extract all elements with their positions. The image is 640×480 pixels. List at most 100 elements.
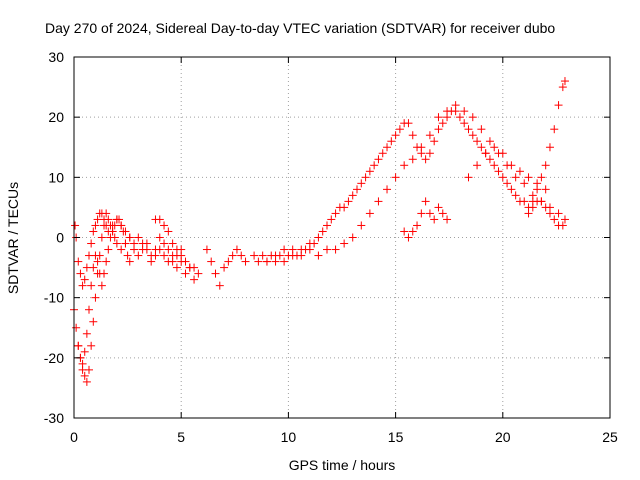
data-point	[80, 371, 89, 380]
data-point	[85, 365, 94, 374]
chart-title: Day 270 of 2024, Sidereal Day-to-day VTE…	[45, 20, 555, 36]
data-point	[91, 251, 100, 260]
data-point	[121, 239, 130, 248]
data-point	[89, 263, 98, 272]
data-point	[374, 155, 383, 164]
data-point	[125, 233, 134, 242]
data-point	[361, 173, 370, 182]
data-point	[421, 197, 430, 206]
data-point	[408, 131, 417, 140]
data-point	[262, 257, 271, 266]
data-point	[168, 239, 177, 248]
data-point	[464, 173, 473, 182]
data-point	[498, 173, 507, 182]
data-point	[104, 245, 113, 254]
data-point	[207, 257, 216, 266]
data-point	[391, 131, 400, 140]
data-point	[130, 239, 139, 248]
data-point	[102, 257, 111, 266]
data-point	[87, 239, 96, 248]
data-point	[365, 209, 374, 218]
data-point	[258, 251, 267, 260]
data-point	[172, 245, 181, 254]
data-point	[545, 143, 554, 152]
data-point	[224, 257, 233, 266]
data-point	[533, 185, 542, 194]
data-point	[383, 143, 392, 152]
data-point	[318, 227, 327, 236]
data-point	[288, 251, 297, 260]
data-point	[473, 137, 482, 146]
x-tick-label: 10	[281, 429, 297, 445]
axis-ticks: 0 5 10 15 20 25 -30 -20 -10 0 10 20 30	[44, 49, 618, 445]
data-point	[365, 167, 374, 176]
data-point	[297, 251, 306, 260]
data-point	[202, 245, 211, 254]
data-point	[138, 245, 147, 254]
data-point	[550, 125, 559, 134]
data-point	[97, 281, 106, 290]
data-point	[545, 203, 554, 212]
data-point	[434, 113, 443, 122]
data-point	[271, 251, 280, 260]
data-point	[142, 239, 151, 248]
data-point	[550, 215, 559, 224]
data-point	[115, 215, 124, 224]
data-point	[123, 251, 132, 260]
data-point	[112, 239, 121, 248]
data-point	[78, 359, 87, 368]
data-point	[425, 149, 434, 158]
data-point	[97, 233, 106, 242]
data-point	[194, 269, 203, 278]
data-point	[85, 305, 94, 314]
data-point	[395, 125, 404, 134]
grid-lines	[74, 57, 610, 418]
data-point	[558, 221, 567, 230]
data-point	[515, 167, 524, 176]
data-point	[485, 137, 494, 146]
data-point	[560, 215, 569, 224]
data-point	[558, 83, 567, 92]
data-point	[117, 221, 126, 230]
data-point	[91, 221, 100, 230]
data-point	[168, 257, 177, 266]
data-point	[327, 215, 336, 224]
data-point	[507, 161, 516, 170]
data-point	[181, 269, 190, 278]
data-point	[391, 173, 400, 182]
data-point	[404, 119, 413, 128]
y-tick-label: -30	[44, 410, 64, 426]
data-point	[134, 233, 143, 242]
data-point	[80, 275, 89, 284]
data-point	[348, 191, 357, 200]
data-point	[232, 245, 241, 254]
data-point	[89, 317, 98, 326]
data-point	[400, 161, 409, 170]
data-point	[400, 227, 409, 236]
data-point	[211, 269, 220, 278]
data-point	[357, 221, 366, 230]
data-point	[421, 155, 430, 164]
data-point	[413, 221, 422, 230]
data-point	[72, 323, 81, 332]
data-point	[80, 347, 89, 356]
data-point	[78, 281, 87, 290]
data-point	[430, 215, 439, 224]
data-point	[554, 101, 563, 110]
x-tick-label: 25	[602, 429, 618, 445]
data-point	[190, 275, 199, 284]
data-point	[490, 143, 499, 152]
data-point	[528, 197, 537, 206]
y-tick-label: -20	[44, 350, 64, 366]
data-point	[280, 245, 289, 254]
data-point	[74, 341, 83, 350]
data-point	[524, 173, 533, 182]
y-tick-label: 30	[48, 49, 64, 65]
data-point	[541, 161, 550, 170]
data-points	[70, 77, 569, 386]
data-point	[87, 281, 96, 290]
data-point	[314, 251, 323, 260]
y-tick-label: 0	[56, 230, 64, 246]
data-point	[481, 149, 490, 158]
data-point	[164, 245, 173, 254]
